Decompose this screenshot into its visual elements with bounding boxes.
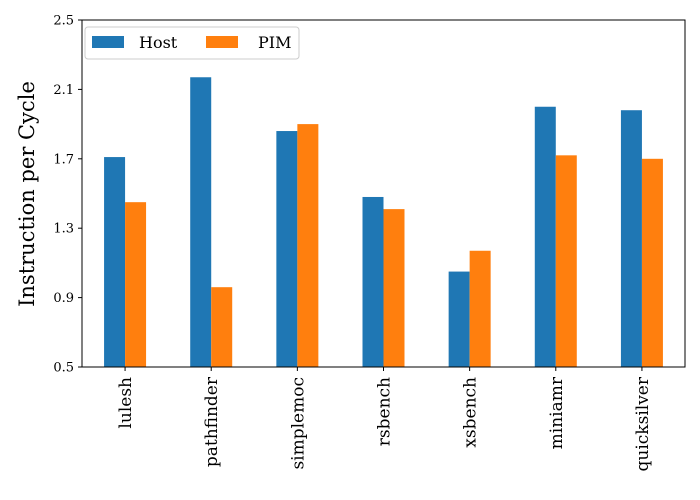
x-tick-label-xsbench: xsbench [461,377,481,448]
bar-pim-xsbench [469,250,491,367]
legend-swatch-host [92,36,124,48]
bar-pim-lulesh [125,202,147,367]
plot-frame [81,19,686,368]
bars-group [104,77,663,367]
legend-box [84,26,300,60]
y-tick-label: 0.5 [53,361,74,376]
legend-label-host: Host [139,33,178,52]
x-tick-label-lulesh: lulesh [116,377,136,429]
bar-pim-simplemoc [297,124,319,367]
bar-host-quicksilver [620,110,642,367]
bar-host-pathfinder [190,77,212,367]
x-tick-label-simplemoc: simplemoc [288,377,308,470]
bar-host-xsbench [448,271,470,367]
bar-host-miniamr [534,106,556,367]
x-tick-label-quicksilver: quicksilver [633,376,653,471]
x-tick-label-pathfinder: pathfinder [202,376,222,467]
x-tick-label-miniamr: miniamr [547,376,567,449]
y-axis: 0.5 0.9 1.3 1.7 2.1 2.5 [53,14,82,376]
y-tick-label: 1.7 [53,152,74,167]
bar-host-lulesh [104,157,126,367]
x-axis: lulesh pathfinder simplemoc rsbench xsbench m… [116,367,653,471]
y-tick-label: 0.9 [53,291,74,306]
legend-label-pim: PIM [258,33,291,52]
legend-swatch-pim [206,36,238,48]
bar-host-rsbench [362,196,384,367]
legend: Host PIM [84,26,300,60]
y-tick-label: 2.5 [53,14,74,29]
bar-host-simplemoc [276,131,298,367]
bar-pim-pathfinder [211,287,233,367]
bar-pim-quicksilver [641,158,663,367]
bar-pim-miniamr [555,155,577,367]
y-tick-label: 2.1 [53,83,74,98]
bar-pim-rsbench [383,209,405,367]
y-tick-label: 1.3 [53,222,74,237]
x-tick-label-rsbench: rsbench [375,377,395,446]
y-axis-title: Instruction per Cycle [15,81,39,307]
